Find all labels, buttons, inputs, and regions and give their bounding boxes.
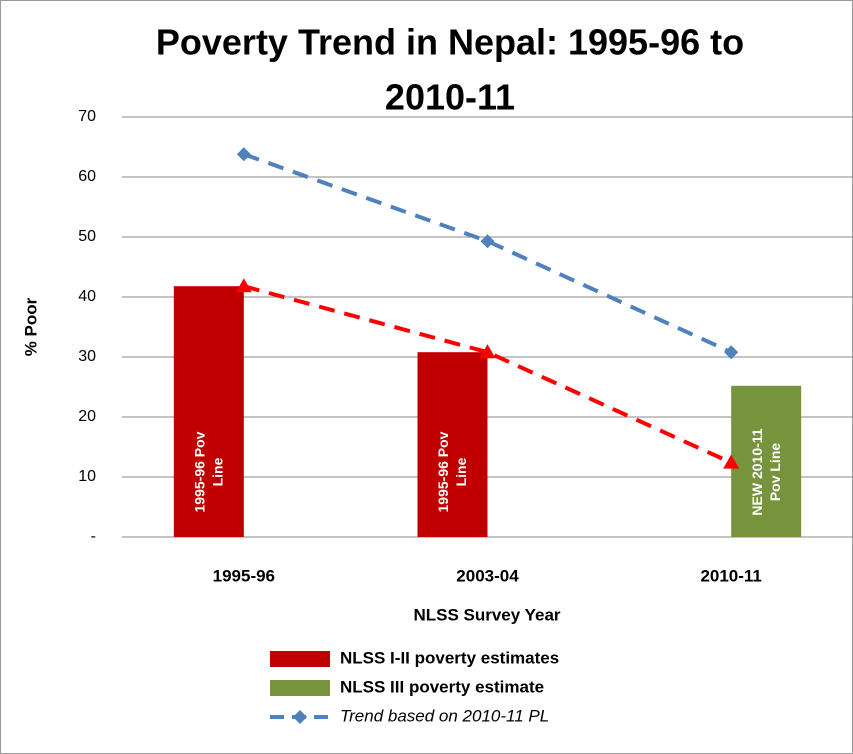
bar-text: Line — [453, 457, 469, 486]
x-tick-label: 2010-11 — [700, 566, 761, 585]
line-marker — [723, 454, 740, 469]
y-axis-label: % Poor — [21, 297, 40, 356]
legend-label: NLSS III poverty estimate — [340, 677, 544, 696]
y-tick-label: 20 — [78, 408, 96, 425]
y-tick-label: 30 — [78, 348, 96, 365]
bar-text: 1995-96 Pov — [435, 431, 451, 512]
y-tick-label: 70 — [78, 108, 96, 125]
legend-swatch — [270, 651, 330, 667]
y-tick-label: 10 — [78, 468, 96, 485]
x-tick-label: 1995-96 — [213, 566, 275, 585]
legend-swatch — [270, 680, 330, 696]
line-marker — [236, 147, 251, 162]
y-tick-label: 50 — [78, 228, 96, 245]
trend-line — [243, 284, 732, 465]
bar — [417, 352, 488, 537]
x-tick-label: 2003-04 — [456, 566, 519, 585]
y-tick-label: 60 — [78, 168, 96, 185]
bar — [731, 385, 802, 537]
legend-swatch — [293, 710, 307, 724]
line-marker — [235, 278, 252, 293]
legend-label: Trend based on 2010-11 PL — [340, 706, 549, 725]
x-axis-label: NLSS Survey Year — [413, 605, 560, 624]
bar-text: Line — [210, 457, 226, 486]
line-marker — [724, 345, 739, 360]
y-tick-label: - — [91, 528, 96, 545]
line-marker — [479, 344, 496, 359]
chart-title: 2010-11 — [385, 77, 515, 118]
chart-title: Poverty Trend in Nepal: 1995-96 to — [156, 22, 744, 63]
line-marker — [480, 234, 495, 249]
y-tick-label: 40 — [78, 288, 96, 305]
bar-text: NEW 2010-11 — [749, 428, 765, 515]
bar-text: Pov Line — [767, 443, 783, 502]
trend-line — [243, 152, 732, 355]
legend-label: NLSS I-II poverty estimates — [340, 648, 559, 667]
bar — [173, 286, 244, 537]
bar-text: 1995-96 Pov — [192, 431, 208, 512]
